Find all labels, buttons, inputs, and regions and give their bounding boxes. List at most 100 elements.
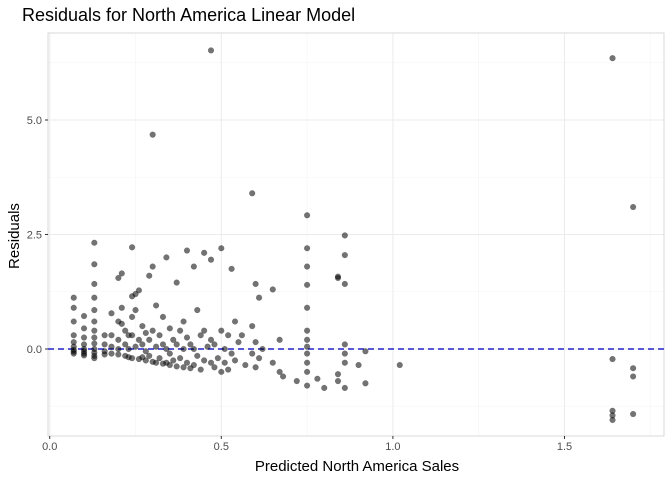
data-point [180, 345, 187, 353]
data-point [149, 131, 156, 138]
data-point [355, 361, 362, 369]
data-point [101, 351, 108, 358]
data-point [629, 373, 637, 380]
data-point [214, 354, 222, 362]
data-point [269, 286, 276, 293]
data-point [176, 327, 184, 334]
data-point [279, 373, 287, 380]
data-point [91, 334, 98, 341]
data-point [70, 294, 77, 301]
data-point [91, 261, 98, 268]
data-point [108, 350, 115, 357]
data-point [80, 312, 88, 320]
x-tick-label: 0.5 [214, 441, 229, 453]
data-point [91, 280, 98, 288]
data-point [159, 313, 167, 321]
data-point [159, 341, 167, 348]
data-point [396, 361, 403, 369]
data-point [362, 380, 369, 387]
data-point [252, 364, 259, 371]
data-point [149, 263, 156, 270]
data-point [142, 329, 149, 337]
data-point [303, 368, 311, 376]
data-point [156, 332, 163, 339]
data-point [231, 357, 239, 364]
y-axis-ticks: 0.0 2.5 5.0 [27, 115, 48, 356]
x-axis-title: Predicted North America Sales [255, 458, 459, 475]
data-point [218, 327, 225, 334]
data-point [225, 366, 232, 373]
data-point [249, 190, 256, 197]
data-point [200, 249, 208, 256]
y-tick-label: 0.0 [27, 344, 42, 356]
y-tick-label: 5.0 [27, 115, 42, 127]
data-point [146, 272, 153, 279]
data-point [190, 361, 197, 369]
data-point [163, 345, 170, 353]
data-point [276, 336, 283, 343]
data-point [91, 354, 98, 362]
data-point [207, 336, 215, 343]
data-point [170, 357, 177, 364]
data-point [70, 304, 77, 311]
data-point [163, 254, 170, 261]
data-point [341, 341, 348, 348]
data-point [190, 263, 197, 270]
data-point [166, 361, 173, 369]
data-point [122, 341, 129, 348]
data-point [238, 332, 246, 339]
x-tick-label: 1.5 [557, 441, 572, 453]
data-point [91, 327, 98, 334]
data-point [252, 338, 259, 346]
data-point [341, 384, 348, 392]
data-point [149, 327, 156, 334]
data-point [190, 345, 197, 353]
data-point [228, 265, 235, 272]
x-axis-ticks: 0.0 0.5 1.0 1.5 [42, 436, 572, 453]
data-point [362, 348, 369, 355]
data-point [303, 343, 311, 350]
data-point [166, 325, 173, 332]
data-point [303, 263, 311, 270]
data-point [91, 294, 98, 301]
data-point [303, 304, 311, 311]
data-point [255, 294, 263, 301]
data-point [80, 352, 88, 359]
data-point [108, 332, 115, 339]
data-point [101, 332, 108, 339]
data-point [276, 368, 283, 376]
data-point [207, 256, 215, 263]
data-point [218, 245, 225, 252]
data-point [135, 287, 143, 294]
data-point [125, 345, 132, 353]
data-point [115, 345, 122, 353]
data-point [180, 318, 187, 325]
data-point [128, 313, 136, 321]
data-point [115, 336, 122, 343]
data-point [118, 304, 125, 311]
data-point [207, 47, 215, 54]
data-point [173, 279, 180, 286]
data-point [341, 280, 348, 288]
data-point [152, 359, 160, 366]
data-points [70, 47, 637, 424]
data-point [187, 341, 194, 348]
data-point [211, 341, 218, 348]
data-point [146, 336, 153, 343]
data-point [303, 382, 311, 389]
data-point [221, 359, 228, 366]
data-point [91, 318, 98, 325]
data-point [197, 332, 204, 339]
data-point [122, 327, 129, 334]
data-point [303, 281, 311, 289]
data-point [228, 350, 235, 357]
data-point [303, 212, 311, 219]
data-point [183, 359, 191, 366]
data-point [91, 239, 98, 246]
data-point [139, 322, 146, 330]
data-point [204, 343, 211, 350]
data-point [173, 363, 180, 370]
data-point [135, 336, 143, 343]
data-point [146, 352, 153, 360]
